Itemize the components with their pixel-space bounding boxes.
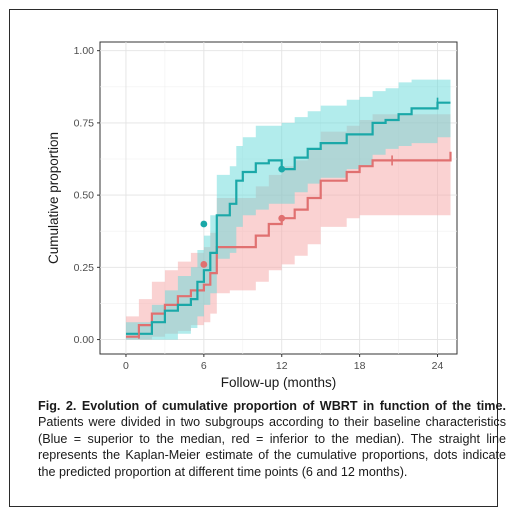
blue-predicted-point (278, 165, 286, 173)
x-tick-label: 0 (123, 360, 129, 372)
y-tick-label: 0.50 (74, 190, 95, 202)
figure-frame: 0 6 12 18 24 0.00 0.25 0.50 0.75 1.00 Follow-up (m… (9, 9, 506, 507)
red-km-line (126, 151, 452, 338)
y-tick-label: 0.00 (74, 334, 95, 346)
blue-confidence-band (126, 79, 451, 340)
x-axis-title: Follow-up (months) (221, 375, 337, 390)
figure-caption: Fig. 2. Evolution of cumulative proporti… (38, 398, 506, 480)
y-tick-label: 1.00 (74, 45, 95, 57)
blue-km-line (126, 101, 451, 335)
red-predicted-point (278, 214, 286, 222)
x-tick-label: 24 (432, 360, 444, 372)
blue-predicted-point (200, 220, 208, 228)
x-tick-label: 18 (354, 360, 366, 372)
caption-body: Patients were divided in two subgroups a… (38, 415, 506, 479)
x-tick-label: 6 (201, 360, 207, 372)
caption-title-period: . (502, 399, 507, 413)
caption-title: Fig. 2. Evolution of cumulative proporti… (38, 399, 503, 413)
y-axis-title: Cumulative proportion (46, 132, 61, 264)
y-tick-label: 0.75 (74, 117, 95, 129)
red-predicted-point (200, 261, 208, 268)
x-tick-label: 12 (276, 360, 288, 372)
km-chart: 0 6 12 18 24 0.00 0.25 0.50 0.75 1.00 Follow-up (m… (46, 41, 458, 390)
y-tick-label: 0.25 (74, 262, 95, 274)
